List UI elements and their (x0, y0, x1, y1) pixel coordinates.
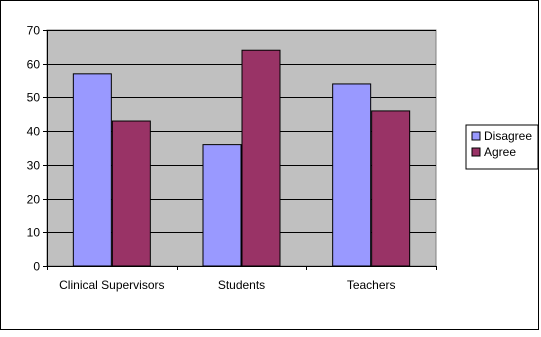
legend-label-disagree: Disagree (484, 129, 532, 143)
y-tick-label: 10 (27, 226, 41, 240)
bar-agree (371, 110, 411, 267)
x-tick-label: Clinical Supervisors (59, 278, 164, 292)
bars (72, 49, 411, 267)
y-tick-label: 50 (27, 91, 41, 105)
y-tick-label: 20 (27, 193, 41, 207)
y-tick-label: 70 (27, 24, 41, 38)
legend-label-agree: Agree (484, 145, 516, 159)
bar-agree (111, 120, 151, 267)
legend: Disagree Agree (465, 124, 539, 170)
bar-disagree (332, 83, 372, 267)
x-tick-label: Students (218, 278, 265, 292)
bar-disagree (72, 73, 112, 267)
y-tick-label: 60 (27, 58, 41, 72)
y-tick-label: 0 (33, 260, 40, 274)
bar-disagree (202, 144, 242, 267)
y-tick-label: 30 (27, 159, 41, 173)
y-tick-label: 40 (27, 125, 41, 139)
bar-agree (241, 49, 281, 267)
axes: 0 10 20 30 40 50 60 70 Clinical Supervisors Stude… (27, 24, 437, 292)
x-tick-label: Teachers (347, 278, 396, 292)
legend-swatch-agree (471, 147, 481, 157)
legend-swatch-disagree (471, 131, 481, 141)
